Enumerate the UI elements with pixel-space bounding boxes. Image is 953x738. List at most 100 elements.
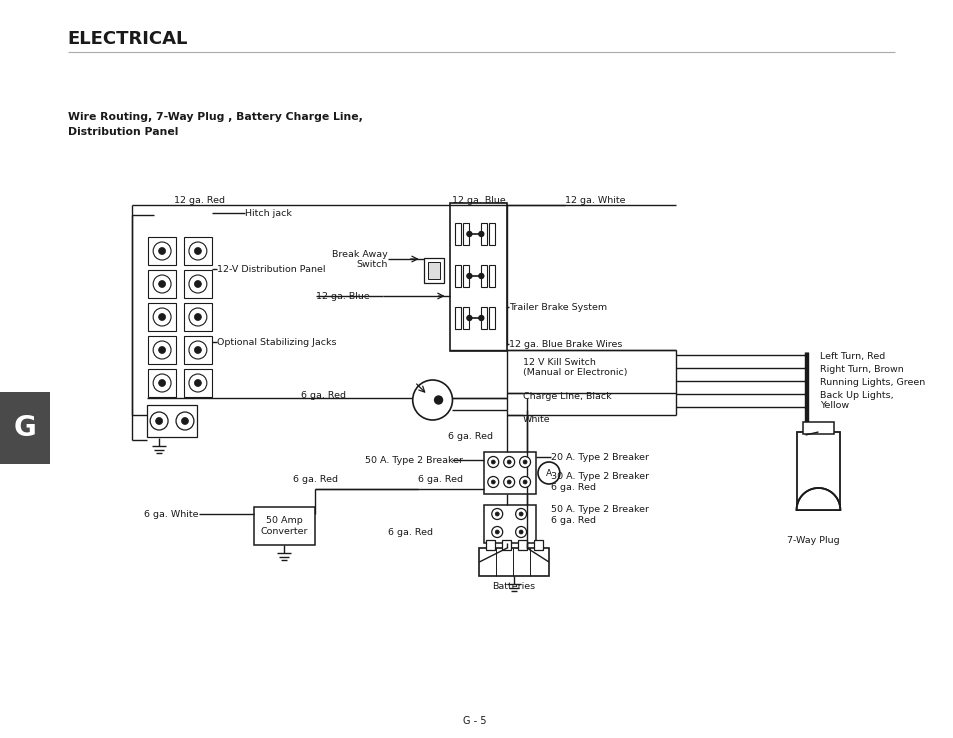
Circle shape	[189, 341, 207, 359]
Text: 6 ga. Red: 6 ga. Red	[551, 516, 596, 525]
Circle shape	[491, 460, 495, 464]
Text: 12-V Distribution Panel: 12-V Distribution Panel	[216, 265, 325, 274]
Bar	[463, 307, 469, 329]
Circle shape	[153, 275, 171, 293]
Circle shape	[158, 280, 166, 288]
Text: 50 Amp
Converter: 50 Amp Converter	[260, 517, 308, 536]
Circle shape	[487, 457, 498, 467]
Circle shape	[522, 460, 526, 464]
Text: 6 ga. Red: 6 ga. Red	[294, 475, 338, 484]
Text: 50 A. Type 2 Breaker: 50 A. Type 2 Breaker	[365, 456, 462, 465]
Circle shape	[537, 462, 559, 484]
Circle shape	[413, 380, 452, 420]
Bar	[481, 223, 487, 245]
Text: G - 5: G - 5	[462, 716, 486, 726]
Text: 50 A. Type 2 Breaker: 50 A. Type 2 Breaker	[551, 505, 648, 514]
Circle shape	[155, 418, 162, 424]
Bar	[486, 540, 495, 550]
Bar	[489, 223, 495, 245]
Text: 6 ga. Red: 6 ga. Red	[417, 475, 462, 484]
Circle shape	[518, 530, 522, 534]
Bar	[184, 336, 212, 364]
Circle shape	[491, 480, 495, 484]
Circle shape	[153, 242, 171, 260]
Circle shape	[194, 314, 201, 320]
Circle shape	[519, 477, 530, 488]
Bar	[147, 405, 196, 437]
Polygon shape	[796, 488, 840, 510]
Bar	[184, 303, 212, 331]
Text: White: White	[522, 415, 550, 424]
Bar	[489, 307, 495, 329]
Bar	[463, 265, 469, 287]
Text: 12 ga. Blue: 12 ga. Blue	[315, 292, 370, 301]
Bar	[184, 369, 212, 397]
Text: Distribution Panel: Distribution Panel	[68, 127, 178, 137]
Circle shape	[181, 418, 189, 424]
Circle shape	[194, 280, 201, 288]
Circle shape	[491, 508, 502, 520]
Bar	[455, 265, 461, 287]
Circle shape	[503, 477, 514, 488]
Text: 12 ga. White: 12 ga. White	[564, 196, 625, 205]
Circle shape	[466, 232, 472, 236]
Circle shape	[519, 457, 530, 467]
Bar	[423, 258, 443, 283]
Bar	[489, 265, 495, 287]
Text: 20 A. Type 2 Breaker: 20 A. Type 2 Breaker	[551, 453, 648, 462]
Text: Trailer Brake System: Trailer Brake System	[509, 303, 607, 312]
Circle shape	[491, 526, 502, 537]
Circle shape	[158, 347, 166, 354]
Text: Right Turn, Brown: Right Turn, Brown	[820, 365, 903, 374]
Bar	[484, 505, 536, 543]
Circle shape	[153, 341, 171, 359]
Bar	[501, 540, 511, 550]
Circle shape	[194, 247, 201, 255]
Circle shape	[518, 512, 522, 516]
Circle shape	[189, 275, 207, 293]
Text: G: G	[13, 414, 36, 442]
Bar	[184, 270, 212, 298]
Bar	[148, 237, 176, 265]
Circle shape	[176, 412, 193, 430]
Bar	[148, 303, 176, 331]
Circle shape	[158, 379, 166, 387]
Circle shape	[158, 247, 166, 255]
Circle shape	[522, 480, 526, 484]
Circle shape	[478, 232, 483, 236]
Bar	[481, 307, 487, 329]
Circle shape	[503, 457, 514, 467]
Text: 12 V Kill Switch
(Manual or Electronic): 12 V Kill Switch (Manual or Electronic)	[522, 358, 627, 377]
Text: 12 ga. Blue: 12 ga. Blue	[452, 196, 506, 205]
Circle shape	[153, 374, 171, 392]
Text: 6 ga. Red: 6 ga. Red	[388, 528, 433, 537]
Circle shape	[487, 477, 498, 488]
Circle shape	[507, 480, 511, 484]
Bar	[455, 223, 461, 245]
Circle shape	[189, 374, 207, 392]
Text: 6 ga. White: 6 ga. White	[144, 510, 198, 519]
Circle shape	[158, 314, 166, 320]
Text: 6 ga. Red: 6 ga. Red	[447, 432, 492, 441]
Bar	[427, 262, 439, 279]
Bar	[478, 548, 548, 576]
Bar	[0, 392, 50, 464]
Circle shape	[153, 308, 171, 326]
Text: Hitch jack: Hitch jack	[244, 209, 292, 218]
Bar	[148, 369, 176, 397]
Bar	[184, 237, 212, 265]
Circle shape	[435, 396, 442, 404]
Circle shape	[466, 316, 472, 320]
Text: 30 A. Type 2 Breaker: 30 A. Type 2 Breaker	[551, 472, 648, 481]
Bar	[449, 203, 507, 351]
Circle shape	[194, 347, 201, 354]
Bar	[517, 540, 526, 550]
Bar	[481, 265, 487, 287]
Text: Optional Stabilizing Jacks: Optional Stabilizing Jacks	[216, 338, 336, 347]
Bar	[463, 223, 469, 245]
Text: Left Turn, Red: Left Turn, Red	[820, 352, 884, 361]
Text: Batteries: Batteries	[492, 582, 536, 591]
Circle shape	[189, 242, 207, 260]
Text: Wire Routing, 7-Way Plug , Battery Charge Line,: Wire Routing, 7-Way Plug , Battery Charg…	[68, 112, 362, 122]
Text: Back Up Lights,
Yellow: Back Up Lights, Yellow	[820, 391, 893, 410]
